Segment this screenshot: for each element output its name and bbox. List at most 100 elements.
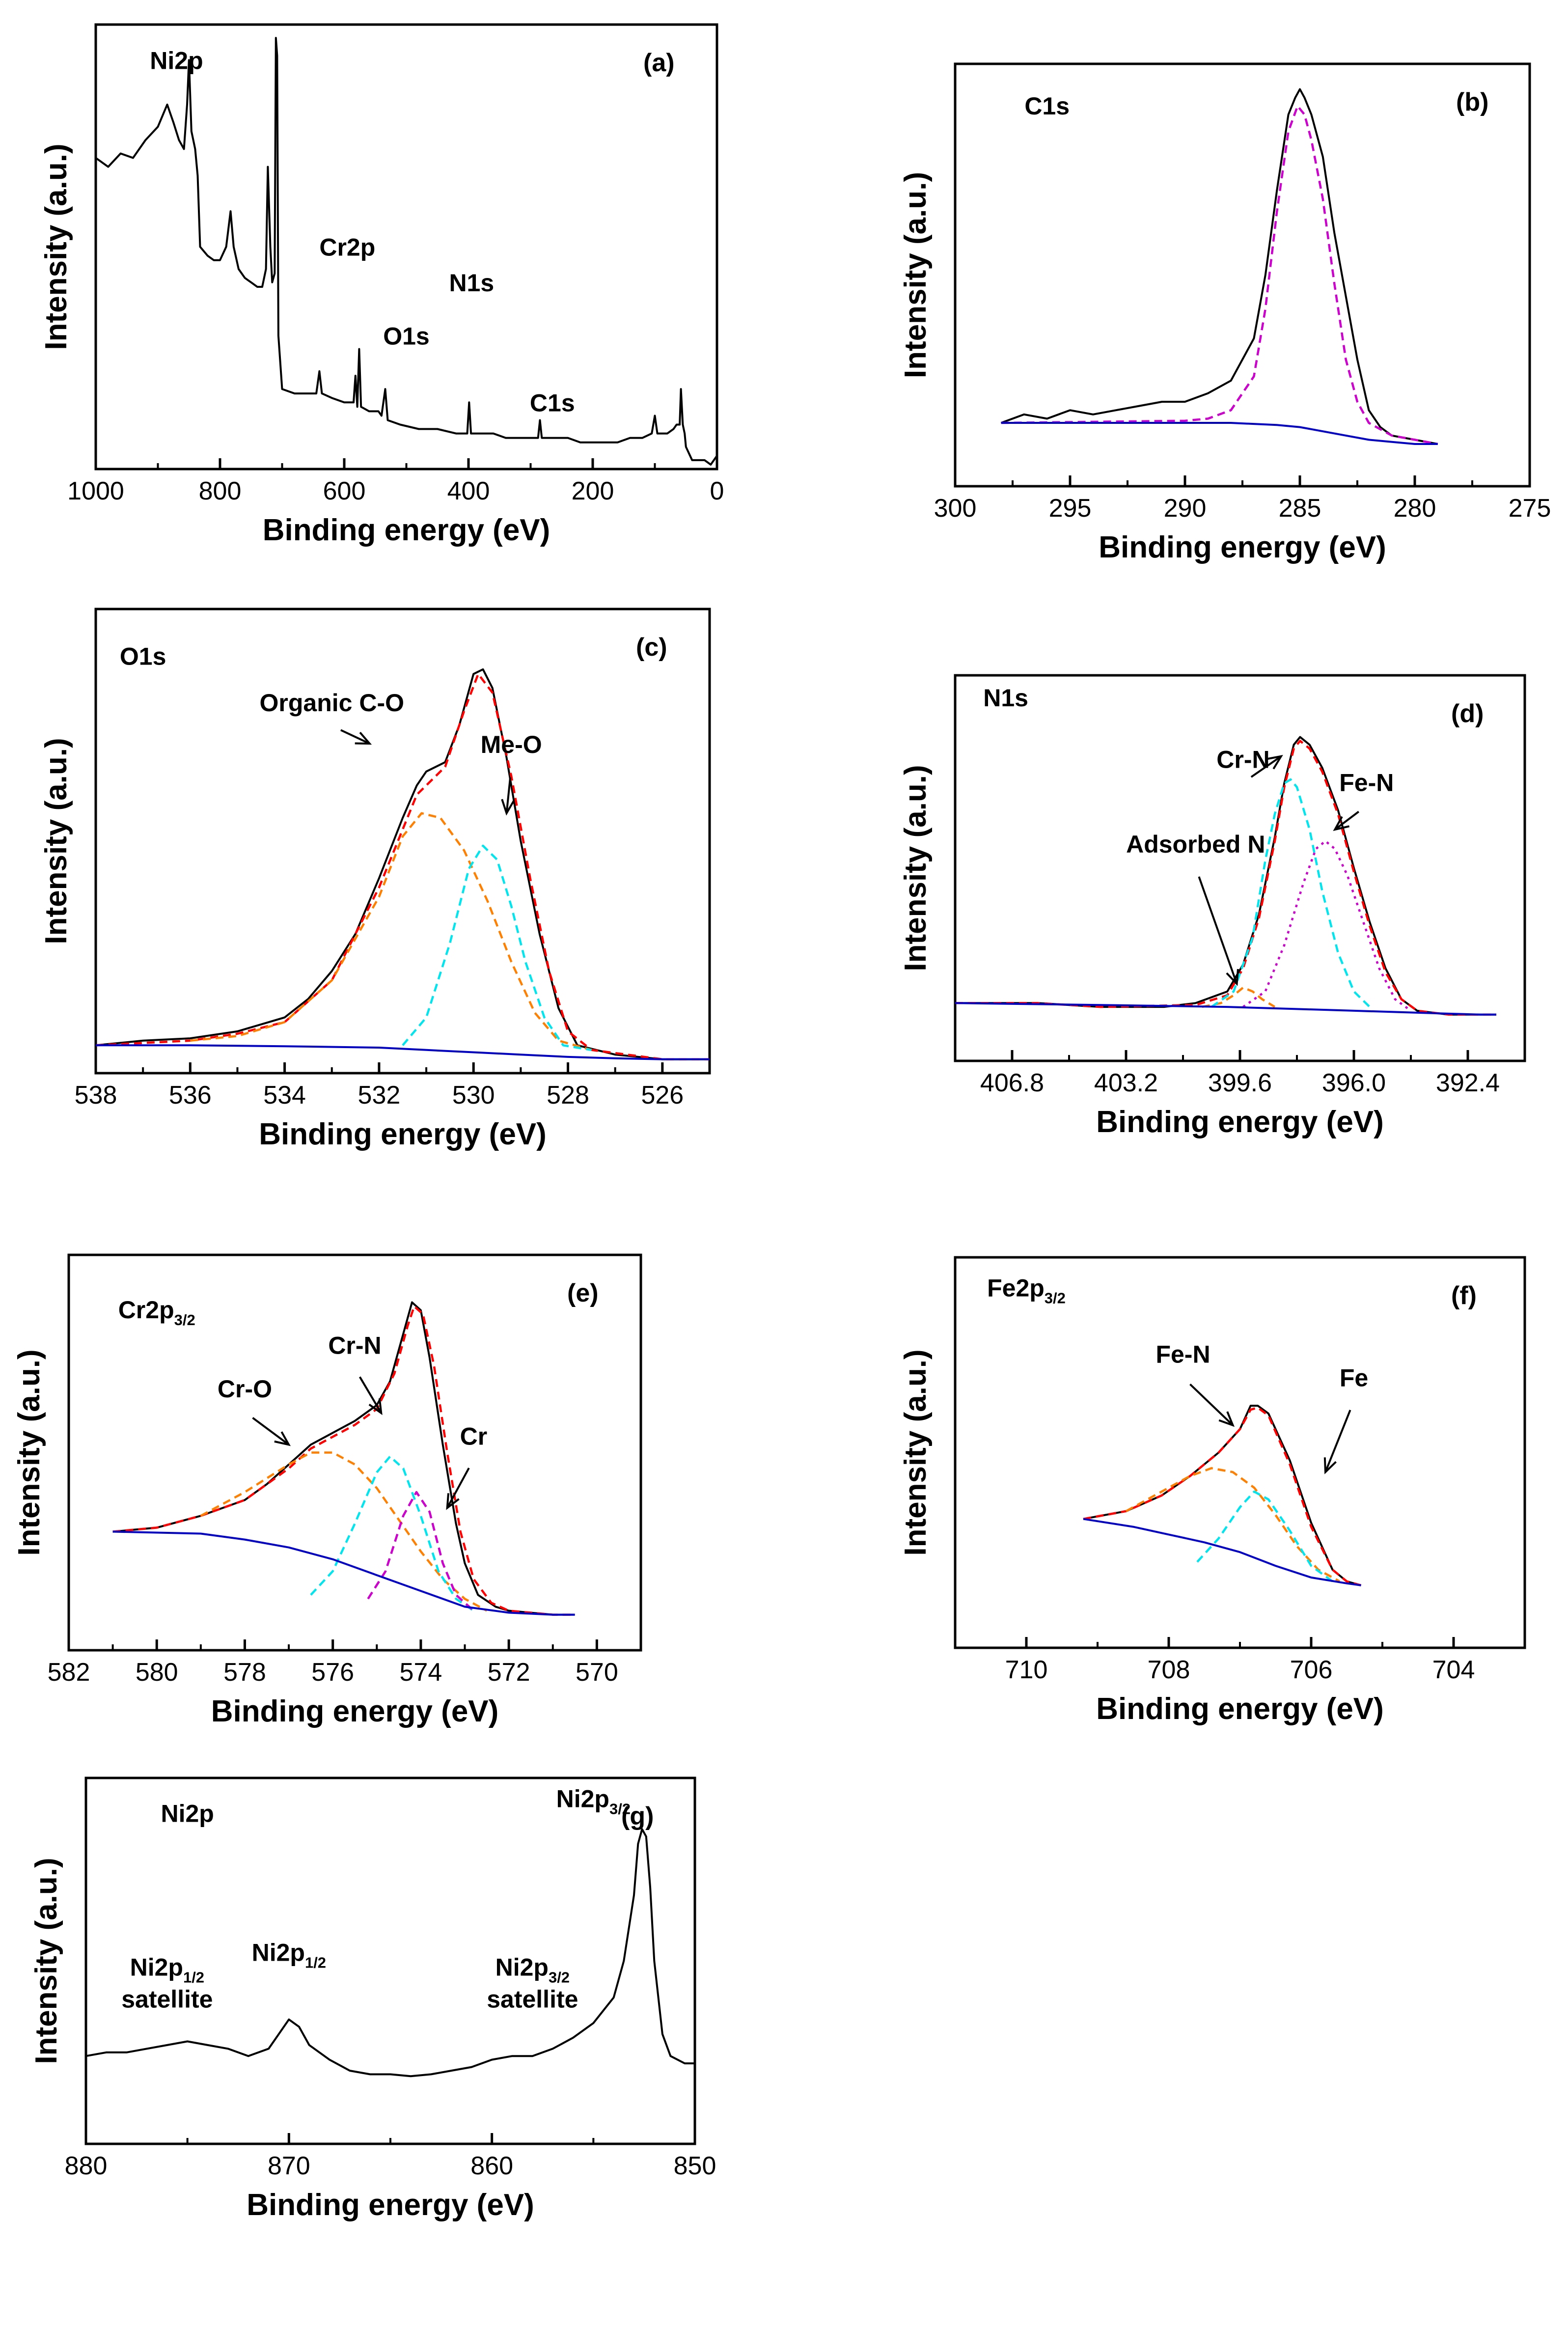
annotation-ni2p1-2-satellite: Ni2p1/2 [130,1953,204,1986]
y-axis-label: Intensity (a.u.) [12,1349,46,1555]
annotation-c1s: C1s [1024,92,1070,120]
x-axis-label: Binding energy (eV) [211,1694,499,1728]
x-tick-label: 578 [223,1658,266,1687]
x-tick-label: 576 [311,1658,354,1687]
annotation-fe: Fe [1340,1364,1368,1391]
plot-frame [94,23,718,471]
plot-frame [67,1253,642,1652]
series-measured [1083,1405,1362,1586]
x-axis-label: Binding energy (eV) [259,1117,547,1151]
annotation-arrow [1324,1410,1351,1472]
x-tick-label: 880 [65,2152,108,2180]
series-fe [1196,1490,1333,1582]
series-me-o [402,844,592,1052]
panel-b: 300 295 290 285 280 275 Binding energy (eV) Int… [899,62,1551,564]
series-background [1083,1518,1361,1586]
annotation-cr-o: Cr-O [218,1375,272,1403]
panel-label: (g) [621,1802,654,1831]
arrow-head [1266,755,1283,770]
series-fit [95,673,710,1060]
y-axis-label: Intensity (a.u.) [39,738,73,944]
x-tick-label: 532 [358,1081,401,1110]
panel-label: (e) [567,1279,599,1307]
annotation-me-o: Me-O [481,731,542,758]
x-tick-label: 400 [447,477,490,505]
x-tick-label: 534 [263,1081,306,1110]
series-background [955,1002,1496,1016]
x-tick-label: 704 [1432,1656,1475,1684]
plot-frame [954,1256,1526,1649]
arrow-head [368,1398,383,1415]
series-measured [955,736,1496,1016]
x-tick-label: 275 [1509,494,1551,523]
series-measured [1000,88,1438,445]
x-tick-label: 526 [641,1081,684,1110]
series-fit [112,1305,575,1616]
arrow-head [274,1431,291,1446]
x-tick-label: 536 [169,1081,212,1110]
x-tick-label: 280 [1394,494,1436,523]
x-tick-label: 582 [48,1658,90,1687]
x-tick-label: 399.6 [1208,1069,1272,1097]
x-axis-label: Binding energy (eV) [247,2188,534,2222]
x-tick-label: 870 [268,2152,310,2180]
annotation-ni2p1-2: Ni2p1/2 [252,1939,326,1971]
series-cr-n [1210,778,1371,1008]
arrow-head [1323,1457,1337,1474]
annotation-cr-n: Cr-N [328,1331,381,1359]
panel-label: (b) [1456,88,1488,116]
annotation-arrow [505,777,512,814]
annotation-ni2p3-2: Ni2p3/2 [556,1785,631,1818]
annotation-o1s: O1s [383,323,430,350]
x-tick-label: 572 [488,1658,530,1687]
x-axis-label: Binding energy (eV) [263,513,550,547]
annotation-o1s: O1s [120,642,166,670]
x-tick-label: 710 [1005,1656,1048,1684]
x-tick-label: 0 [710,477,724,505]
panel-a: 1000 800 600 400 200 0 Binding energy (eV) Inte… [39,23,724,547]
x-tick-label: 1000 [67,477,124,505]
x-tick-label: 403.2 [1094,1069,1158,1097]
annotation-ni2p: Ni2p [150,47,203,75]
y-axis-label: Intensity (a.u.) [39,143,73,350]
series-background [1001,422,1438,445]
x-tick-label: 570 [576,1658,618,1687]
series-background [112,1530,575,1616]
annotation-cr2p: Cr2p [319,234,375,261]
x-tick-label: 600 [323,477,366,505]
x-axis-label: Binding energy (eV) [1099,530,1386,564]
x-tick-label: 538 [75,1081,117,1110]
x-tick-label: 850 [674,2152,716,2180]
annotation-cr: Cr [460,1422,488,1450]
panel-e: 582 580 578 576 574 572 570 Binding energy (eV)… [12,1253,642,1728]
x-tick-label: 706 [1290,1656,1333,1684]
x-tick-label: 290 [1164,494,1207,523]
annotation-arrow [446,1468,470,1509]
panel-label: (c) [636,633,667,662]
series-fit [1083,1406,1362,1586]
x-tick-label: 574 [400,1658,442,1687]
annotation-cr2p3-2: Cr2p3/2 [118,1296,195,1329]
annotation-ni2p3-2-satellite-line2: satellite [487,1985,578,2013]
panel-f: 710 708 706 704 Binding energy (eV) Intensity… [899,1256,1526,1726]
x-tick-label: 860 [470,2152,513,2180]
x-tick-label: 285 [1279,494,1321,523]
series-survey [95,37,718,466]
series-organic-c-o [190,812,592,1051]
arrow-head [1218,1411,1235,1427]
annotation-adsorbed-n: Adsorbed N [1126,831,1265,858]
series-cr [367,1491,475,1612]
panel-c: 538 536 534 532 530 528 526 Binding energy (eV)… [39,608,711,1151]
annotation-ni2p3-2-satellite: Ni2p3/2 [495,1953,570,1986]
annotation-cr-n: Cr-N [1216,746,1269,773]
series-background [96,1044,710,1060]
arrow-head [355,732,372,745]
annotation-ni2p: Ni2p [161,1800,214,1827]
annotation-arrow [1189,1384,1234,1426]
annotation-arrow [1334,810,1360,831]
series-adsorbed-n [1202,986,1276,1008]
panel-d: 406.8 403.2 399.6 396.0 392.4 Binding energy … [899,674,1526,1139]
series-fe-n [1125,1467,1341,1582]
y-axis-label: Intensity (a.u.) [899,1349,933,1555]
annotation-c1s: C1s [530,389,575,416]
